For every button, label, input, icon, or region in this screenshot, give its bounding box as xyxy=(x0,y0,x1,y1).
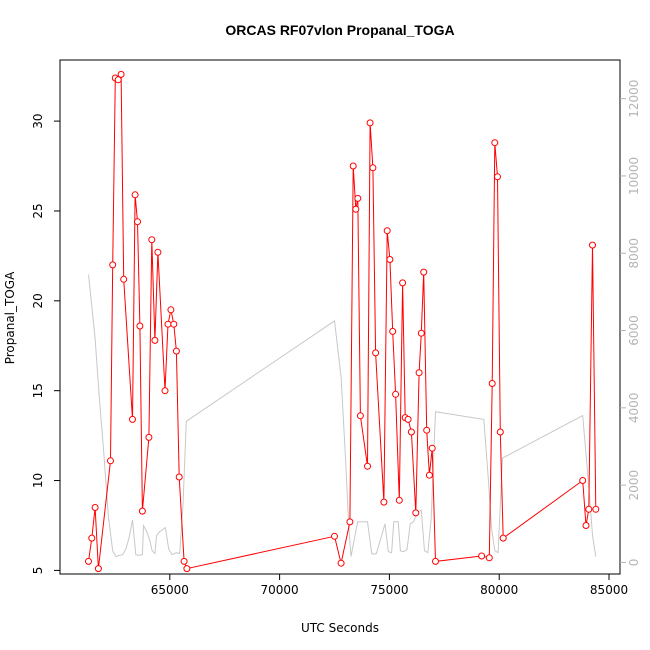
y-axis-label: Propanal_TOGA xyxy=(3,271,17,364)
primary-series-point-31 xyxy=(352,205,360,213)
primary-series-point-13 xyxy=(136,322,144,330)
x-tick-label-1: 70000 xyxy=(261,583,299,597)
primary-series-point-37 xyxy=(372,349,380,357)
primary-series-point-30 xyxy=(349,162,357,170)
primary-series-point-44 xyxy=(399,279,407,287)
primary-series-point-51 xyxy=(420,268,428,276)
primary-series-point-8 xyxy=(117,70,125,78)
primary-series-point-38 xyxy=(380,498,388,506)
x-axis-label: UTC Seconds xyxy=(301,621,379,635)
chart-title: ORCAS RF07vlon Propanal_TOGA xyxy=(225,22,454,38)
primary-series-point-67 xyxy=(592,505,600,513)
primary-series-point-34 xyxy=(364,462,371,470)
primary-series-point-46 xyxy=(404,415,412,423)
primary-series-point-59 xyxy=(491,139,499,147)
primary-series-point-9 xyxy=(120,275,128,283)
primary-series-point-58 xyxy=(488,380,496,387)
y-tick-label-0: 5 xyxy=(31,567,45,575)
x-tick-label-4: 85000 xyxy=(590,583,628,597)
primary-series-point-39 xyxy=(383,227,391,235)
primary-series-point-56 xyxy=(478,552,486,560)
y2-tick-label-3: 6000 xyxy=(627,315,641,346)
primary-series-point-25 xyxy=(180,557,188,565)
primary-series-point-32 xyxy=(354,194,362,202)
x-tick-label-3: 80000 xyxy=(480,583,518,597)
primary-series-point-35 xyxy=(366,119,374,127)
primary-series-point-47 xyxy=(407,428,415,436)
primary-series-point-62 xyxy=(499,534,507,542)
primary-series-point-17 xyxy=(151,336,159,344)
y-tick-label-3: 20 xyxy=(31,293,45,308)
y-axis: 5 10 15 20 25 30 xyxy=(31,113,60,574)
secondary-series-line xyxy=(88,274,597,558)
primary-series-point-66 xyxy=(589,241,596,249)
y2-tick-label-2: 4000 xyxy=(627,393,641,424)
primary-series-point-61 xyxy=(496,428,504,436)
primary-series-point-1 xyxy=(88,534,96,542)
primary-series-point-48 xyxy=(412,509,420,517)
primary-series-point-33 xyxy=(356,412,364,420)
y2-tick-label-1: 2000 xyxy=(627,470,641,501)
primary-series-point-20 xyxy=(164,320,172,328)
x-tick-label-0: 65000 xyxy=(151,583,189,597)
primary-series-point-22 xyxy=(170,320,178,328)
plot-frame xyxy=(59,59,621,575)
primary-series-point-52 xyxy=(423,426,431,434)
primary-series-point-24 xyxy=(175,473,183,481)
primary-series-point-41 xyxy=(389,327,397,335)
primary-series-point-60 xyxy=(494,173,501,181)
y2-tick-label-6: 12000 xyxy=(627,80,641,118)
primary-series-point-49 xyxy=(415,369,423,377)
primary-series-point-54 xyxy=(428,444,436,452)
y2-tick-label-5: 10000 xyxy=(627,157,641,195)
primary-series-point-19 xyxy=(161,387,169,395)
y-tick-label-5: 30 xyxy=(31,113,45,128)
primary-series-point-14 xyxy=(138,507,146,515)
y-tick-label-4: 25 xyxy=(31,203,45,218)
primary-series-point-10 xyxy=(129,415,136,423)
primary-series-point-7 xyxy=(114,76,122,84)
y2-tick-label-4: 8000 xyxy=(627,238,641,269)
primary-series-point-26 xyxy=(183,565,191,573)
y-tick-label-1: 10 xyxy=(31,473,45,488)
primary-series-point-29 xyxy=(346,518,354,526)
primary-series-point-18 xyxy=(154,248,162,256)
primary-series-point-57 xyxy=(485,554,493,562)
primary-series-point-64 xyxy=(582,522,590,529)
primary-series-point-65 xyxy=(585,505,593,513)
primary-series-point-53 xyxy=(425,471,433,479)
primary-series-point-43 xyxy=(395,496,403,504)
series-layer xyxy=(85,70,600,573)
y2-tick-label-0: 0 xyxy=(627,559,641,567)
primary-series-point-63 xyxy=(579,477,587,484)
primary-series-point-36 xyxy=(369,164,377,172)
primary-series-point-50 xyxy=(417,329,425,337)
primary-series-point-42 xyxy=(392,390,400,398)
x-tick-label-2: 75000 xyxy=(370,583,408,597)
primary-series-point-4 xyxy=(107,457,114,465)
primary-series-point-12 xyxy=(134,218,141,226)
secondary-y-axis: 0 2000 4000 6000 8000 10000 12000 xyxy=(620,80,641,567)
y-tick-label-2: 15 xyxy=(31,383,45,398)
primary-series-point-5 xyxy=(109,261,117,269)
primary-series-point-28 xyxy=(337,559,345,567)
primary-series-point-16 xyxy=(148,236,156,244)
primary-series-point-23 xyxy=(172,347,180,355)
primary-series-point-2 xyxy=(91,504,99,511)
primary-series-point-0 xyxy=(85,557,92,565)
primary-series-point-27 xyxy=(331,532,338,540)
primary-series-point-55 xyxy=(432,557,439,565)
primary-series-point-21 xyxy=(167,306,175,314)
primary-series-point-11 xyxy=(131,191,139,199)
primary-series-point-15 xyxy=(145,433,153,441)
primary-series-point-3 xyxy=(94,565,102,573)
x-axis: 65000 70000 75000 80000 85000 xyxy=(151,574,628,597)
primary-series-point-40 xyxy=(386,256,394,263)
primary-series-line xyxy=(88,72,597,570)
